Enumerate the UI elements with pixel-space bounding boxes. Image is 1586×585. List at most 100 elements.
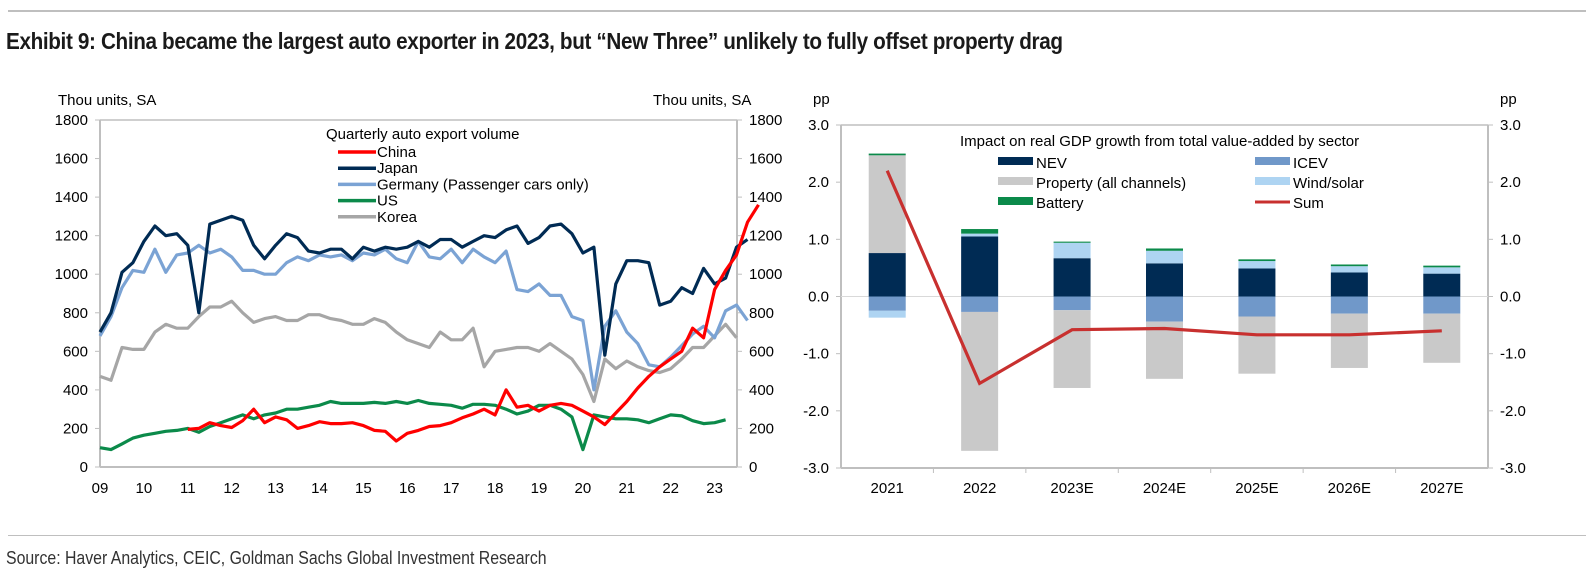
bar-segment-nev <box>868 253 906 297</box>
left-y-tick-label: -2.0 <box>803 403 829 420</box>
legend-swatch <box>998 157 1033 165</box>
legend-title: Quarterly auto export volume <box>326 126 519 143</box>
left-y-tick-label: 600 <box>63 343 88 360</box>
bar-segment-nev <box>1146 263 1183 297</box>
x-tick-label: 22 <box>662 480 679 497</box>
source-note: Source: Haver Analytics, CEIC, Goldman S… <box>6 548 547 568</box>
x-tick-label: 18 <box>487 480 504 497</box>
x-tick-label: 15 <box>355 480 372 497</box>
x-tick-label: 12 <box>223 480 240 497</box>
right-y-tick-label: 0 <box>749 459 757 476</box>
bar-segment-wind <box>1238 261 1276 269</box>
bar-segment-icev <box>1238 296 1276 317</box>
bar-segment-wind <box>961 233 999 237</box>
legend-label: Japan <box>377 160 418 177</box>
legend-swatch <box>998 177 1033 185</box>
bar-segment-nev <box>1053 258 1091 297</box>
bar-segment-nev <box>1238 268 1276 297</box>
right-axis-unit-label: pp <box>1500 91 1517 108</box>
bar-segment-property <box>1330 313 1368 368</box>
legend-swatch <box>998 197 1033 205</box>
x-tick-label: 14 <box>311 480 328 497</box>
bar-segment-battery <box>1330 264 1368 267</box>
x-tick-label: 2027E <box>1420 480 1463 497</box>
right-y-tick-label: 3.0 <box>1500 117 1521 134</box>
legend-label: NEV <box>1036 155 1067 172</box>
right-y-tick-label: 1400 <box>749 189 782 206</box>
legend-label: Germany (Passenger cars only) <box>377 176 589 193</box>
left-y-tick-label: 3.0 <box>808 117 829 134</box>
bottom-rule <box>8 535 1586 536</box>
left-y-tick-label: 0 <box>80 459 88 476</box>
right-y-tick-label: 1800 <box>749 112 782 129</box>
left-y-tick-label: 800 <box>63 305 88 322</box>
x-tick-label: 2026E <box>1328 480 1371 497</box>
legend-label: ICEV <box>1293 155 1328 172</box>
right-y-tick-label: -3.0 <box>1500 460 1526 477</box>
right-axis-unit-label: Thou units, SA <box>653 92 751 109</box>
series-line-us <box>99 398 727 452</box>
left-y-tick-label: 400 <box>63 382 88 399</box>
x-tick-label: 13 <box>267 480 284 497</box>
x-tick-label: 17 <box>443 480 460 497</box>
bar-segment-icev <box>1423 296 1461 314</box>
series-line-japan <box>98 214 749 357</box>
x-tick-label: 23 <box>706 480 723 497</box>
x-tick-label: 21 <box>618 480 635 497</box>
bar-segment-wind <box>1330 266 1368 273</box>
bar-segment-wind <box>1146 250 1183 264</box>
legend-label: Sum <box>1293 195 1324 212</box>
sum-line <box>885 170 1442 386</box>
right-y-tick-label: 1600 <box>749 151 782 168</box>
bar-segment-battery <box>1423 265 1461 268</box>
bar-segment-property <box>1146 321 1183 379</box>
bar-segment-nev <box>961 236 999 297</box>
auto-export-line-chart: Thou units, SA Thou units, SA 0 0 200 200 400 4… <box>55 92 783 497</box>
left-axis-unit-label: Thou units, SA <box>58 92 156 109</box>
series-line-korea <box>99 299 738 404</box>
series-line-china <box>187 203 760 443</box>
bar-segment-nev <box>1423 273 1461 297</box>
left-y-tick-label: 1600 <box>55 151 88 168</box>
bar-segment-battery <box>1238 259 1276 262</box>
bar-segment-icev <box>1053 296 1091 311</box>
left-axis-unit-label: pp <box>813 91 830 108</box>
x-tick-label: 2021 <box>871 480 904 497</box>
right-y-tick-label: 200 <box>749 420 774 437</box>
right-y-tick-label: 1000 <box>749 266 782 283</box>
left-y-tick-label: 1000 <box>55 266 88 283</box>
legend-label: US <box>377 193 398 210</box>
x-tick-label: 09 <box>92 480 109 497</box>
x-tick-label: 16 <box>399 480 416 497</box>
right-y-tick-label: -2.0 <box>1500 403 1526 420</box>
x-tick-label: 2024E <box>1143 480 1186 497</box>
bar-segment-nev <box>1330 272 1368 297</box>
right-y-tick-label: 600 <box>749 343 774 360</box>
legend-label: China <box>377 144 417 161</box>
right-y-tick-label: 800 <box>749 305 774 322</box>
top-rule <box>8 10 1586 12</box>
bar-segment-wind <box>1053 242 1091 259</box>
left-y-tick-label: 1800 <box>55 112 88 129</box>
left-y-tick-label: 2.0 <box>808 174 829 191</box>
bar-segment-property <box>1423 313 1461 363</box>
x-tick-label: 10 <box>136 480 153 497</box>
bar-segment-battery <box>1053 241 1091 243</box>
gdp-impact-bar-chart: pp pp -3.0 -3.0 -2.0 -2.0 -1.0 -1.0 0.0 0.0 1.0 1.0… <box>803 91 1526 497</box>
bar-segment-battery <box>1146 248 1183 251</box>
bar-segment-battery <box>961 229 999 234</box>
bar-segment-battery <box>868 153 906 156</box>
exhibit-title: Exhibit 9: China became the largest auto… <box>6 28 1063 54</box>
x-tick-label: 2023E <box>1050 480 1093 497</box>
x-tick-label: 2025E <box>1235 480 1278 497</box>
bar-segment-wind <box>868 310 906 318</box>
x-tick-label: 19 <box>531 480 548 497</box>
legend-swatch <box>1255 177 1290 185</box>
bar-segment-wind <box>1423 267 1461 274</box>
left-y-tick-label: 1400 <box>55 189 88 206</box>
bar-segment-icev <box>1146 296 1183 322</box>
legend-label: Wind/solar <box>1293 175 1364 192</box>
legend-title: Impact on real GDP growth from total val… <box>960 133 1359 150</box>
x-tick-label: 2022 <box>963 480 996 497</box>
right-y-tick-label: 0.0 <box>1500 289 1521 306</box>
